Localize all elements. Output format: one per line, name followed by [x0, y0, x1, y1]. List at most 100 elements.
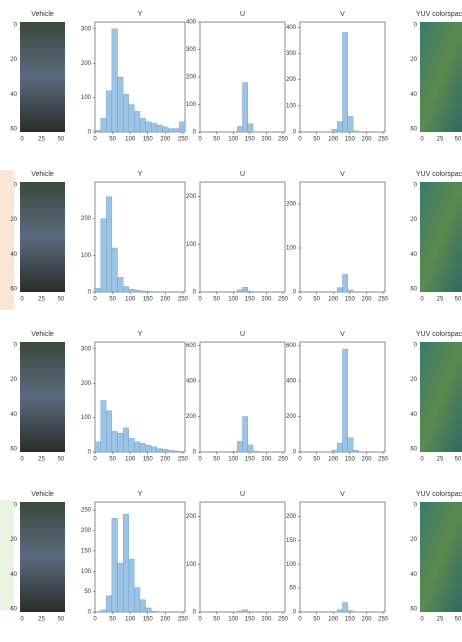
y-tick-label: 200 — [186, 514, 197, 520]
x-tick-label: 200 — [160, 137, 171, 143]
bar — [118, 77, 124, 132]
y-tick-label: 400 — [186, 379, 197, 385]
y-tick-label: 40 — [410, 412, 417, 418]
x-tick-label: 0 — [20, 297, 24, 303]
image-title: YUV colorspace — [416, 171, 462, 178]
chart-title: V — [340, 491, 345, 498]
bar — [353, 450, 358, 452]
y-tick-label: 20 — [410, 537, 417, 543]
bar — [129, 289, 135, 292]
y-tick-label: 0 — [88, 130, 92, 136]
bar — [95, 130, 101, 132]
bar — [112, 248, 118, 292]
image — [420, 502, 462, 612]
x-tick-label: 200 — [361, 617, 372, 623]
bar — [101, 400, 107, 452]
x-tick-label: 50 — [213, 137, 220, 143]
x-tick-label: 50 — [313, 617, 320, 623]
y-tick-label: 200 — [81, 528, 92, 534]
x-tick-label: 25 — [437, 297, 444, 303]
y-tick-label: 100 — [81, 95, 92, 101]
y-tick-label: 60 — [410, 607, 417, 613]
x-tick-label: 100 — [125, 617, 136, 623]
x-tick-label: 50 — [455, 617, 462, 623]
x-tick-label: 0 — [20, 137, 24, 143]
x-tick-label: 200 — [261, 137, 272, 143]
chart-title: Y — [138, 171, 143, 178]
plot-frame — [300, 502, 385, 612]
y-tick-label: 200 — [286, 414, 297, 420]
x-tick-label: 0 — [198, 617, 202, 623]
bar — [151, 123, 157, 132]
y-tick-label: 150 — [81, 548, 92, 554]
y-tick-label: 0 — [293, 290, 297, 296]
bar — [146, 291, 152, 292]
x-tick-label: 150 — [345, 297, 356, 303]
x-tick-label: 25 — [437, 617, 444, 623]
x-tick-label: 250 — [178, 617, 189, 623]
y-tick-label: 200 — [186, 194, 197, 200]
y-tick-label: 0 — [14, 343, 18, 349]
y-tick-label: 150 — [286, 538, 297, 544]
y-tick-label: 200 — [81, 381, 92, 387]
image — [420, 22, 462, 132]
x-tick-label: 200 — [361, 457, 372, 463]
x-tick-label: 100 — [125, 297, 136, 303]
bar — [243, 417, 248, 452]
x-tick-label: 50 — [313, 137, 320, 143]
bar — [179, 122, 185, 132]
page: Vehicle 0 25 50 0 20 40 60 YUV colorspace 0 25 50 0 2… — [0, 0, 462, 642]
y-tick-label: 300 — [81, 346, 92, 352]
y-tick-label: 60 — [10, 447, 17, 453]
x-tick-label: 200 — [261, 297, 272, 303]
image — [20, 182, 65, 292]
bar — [134, 442, 140, 452]
plot-frame — [200, 502, 285, 612]
bar — [101, 219, 107, 292]
x-tick-label: 25 — [38, 457, 45, 463]
x-tick-label: 50 — [213, 457, 220, 463]
y-tick-label: 0 — [14, 503, 18, 509]
bar — [123, 94, 129, 132]
x-tick-label: 150 — [143, 297, 154, 303]
chart-title: Y — [138, 491, 143, 498]
bar — [134, 111, 140, 132]
bar — [140, 291, 146, 292]
bar — [248, 124, 253, 132]
x-tick-label: 150 — [245, 297, 256, 303]
x-tick-label: 50 — [455, 137, 462, 143]
x-tick-label: 50 — [58, 297, 65, 303]
image-title: Vehicle — [31, 11, 54, 18]
bar — [163, 127, 169, 132]
x-tick-label: 100 — [228, 457, 239, 463]
x-tick-label: 250 — [178, 457, 189, 463]
x-tick-label: 0 — [420, 137, 424, 143]
y-tick-label: 40 — [10, 572, 17, 578]
bar — [332, 129, 337, 132]
x-tick-label: 250 — [378, 137, 389, 143]
y-tick-label: 400 — [286, 25, 297, 31]
y-tick-label: 0 — [88, 450, 92, 456]
bar — [140, 600, 146, 612]
x-tick-label: 50 — [109, 297, 116, 303]
bar — [146, 122, 152, 132]
bar — [95, 442, 101, 452]
chart-title: U — [240, 171, 245, 178]
x-tick-label: 25 — [38, 297, 45, 303]
chart-title: U — [240, 11, 245, 18]
chart-title: V — [340, 331, 345, 338]
y-tick-label: 100 — [81, 415, 92, 421]
x-tick-label: 0 — [20, 617, 24, 623]
y-tick-label: 60 — [410, 287, 417, 293]
x-tick-label: 250 — [278, 137, 289, 143]
bar — [348, 611, 353, 612]
x-tick-label: 25 — [38, 137, 45, 143]
x-tick-label: 250 — [278, 617, 289, 623]
image — [420, 342, 462, 452]
image-title: Vehicle — [31, 491, 54, 498]
y-tick-label: 300 — [186, 47, 197, 53]
bar — [232, 451, 237, 452]
bar — [248, 291, 253, 292]
y-tick-label: 100 — [286, 246, 297, 252]
y-tick-label: 0 — [88, 610, 92, 616]
